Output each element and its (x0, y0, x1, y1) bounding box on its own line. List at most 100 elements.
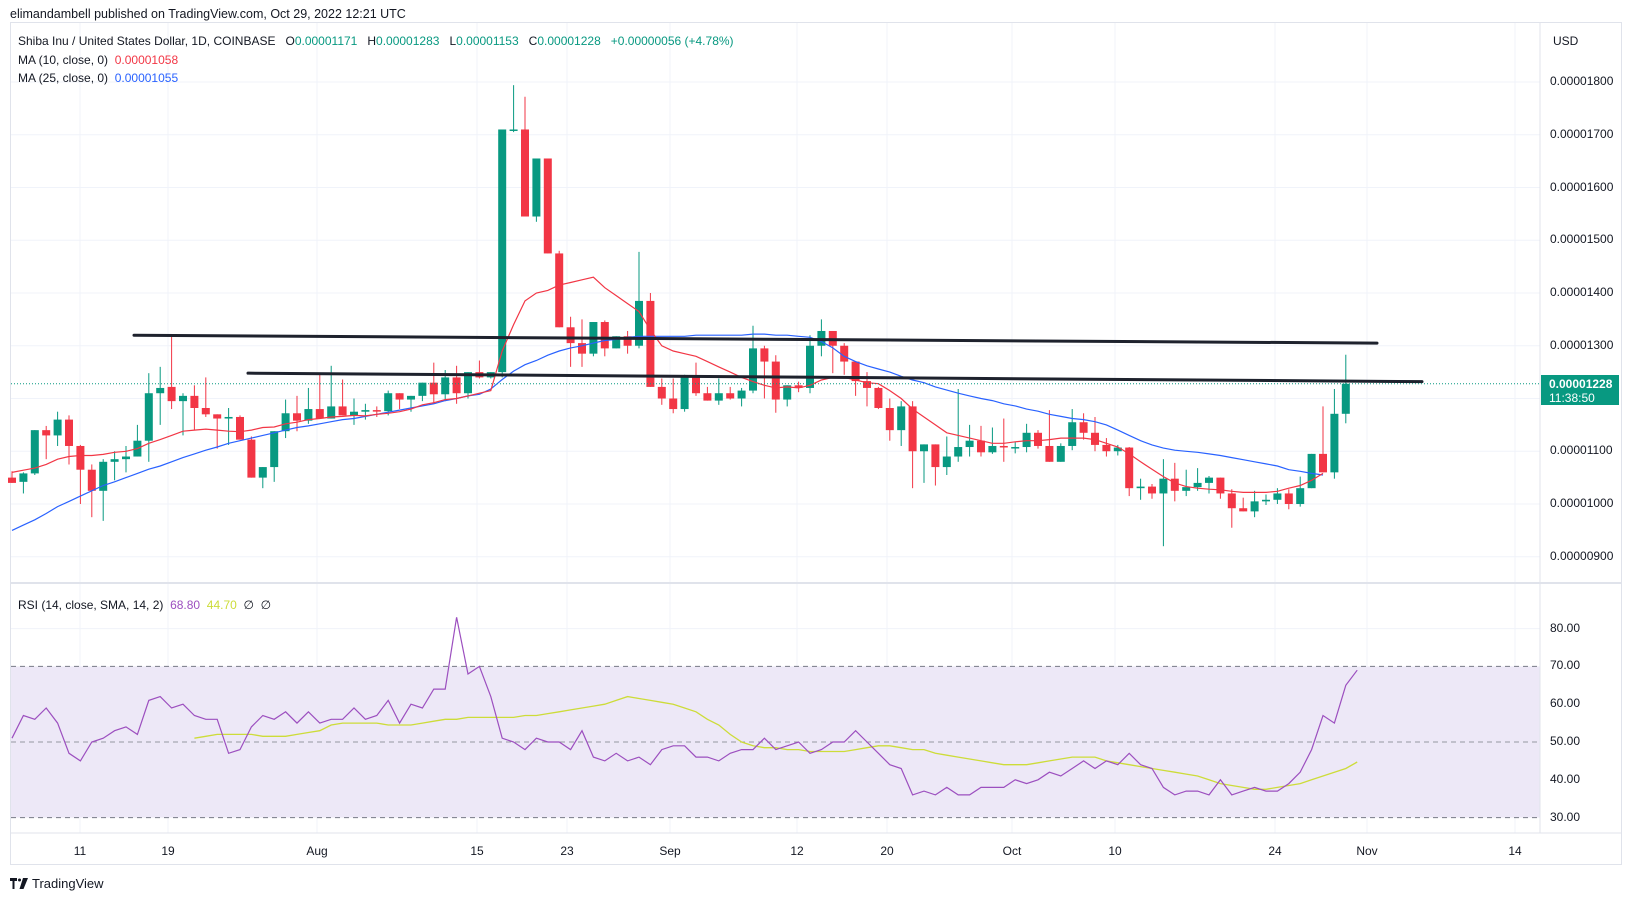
candle[interactable] (1022, 432, 1031, 448)
candle[interactable] (509, 129, 518, 131)
candle[interactable] (806, 345, 814, 388)
candle[interactable] (760, 348, 769, 362)
candle[interactable] (771, 361, 780, 400)
candle[interactable] (1284, 493, 1293, 504)
candle[interactable] (532, 158, 541, 217)
candle[interactable] (99, 461, 108, 491)
candle[interactable] (464, 372, 472, 394)
candle[interactable] (1068, 422, 1077, 446)
candle[interactable] (646, 300, 655, 387)
candle[interactable] (1273, 493, 1282, 500)
candle[interactable] (897, 406, 906, 431)
candle[interactable] (1193, 482, 1202, 488)
candle[interactable] (600, 322, 609, 349)
candle[interactable] (1136, 486, 1145, 489)
candle[interactable] (1113, 447, 1122, 452)
candle[interactable] (224, 416, 233, 419)
candle[interactable] (612, 336, 621, 349)
candle[interactable] (179, 395, 187, 402)
candle[interactable] (908, 406, 917, 452)
candle[interactable] (8, 477, 16, 483)
candle[interactable] (920, 444, 928, 452)
candle[interactable] (1148, 486, 1156, 494)
candle[interactable] (327, 406, 336, 419)
candle[interactable] (1091, 432, 1099, 445)
candle[interactable] (19, 473, 28, 482)
candle[interactable] (1102, 444, 1111, 452)
candle[interactable] (1319, 453, 1327, 473)
candle[interactable] (452, 377, 461, 394)
candle[interactable] (76, 445, 85, 470)
candle[interactable] (407, 395, 415, 400)
support-trendline[interactable] (246, 371, 1424, 384)
trendlines[interactable] (132, 333, 1424, 384)
candle[interactable] (555, 253, 564, 328)
candle[interactable] (1296, 488, 1305, 504)
candle[interactable] (566, 327, 575, 344)
rsi-legend[interactable]: RSI (14, close, SMA, 14, 2) 68.80 44.70 … (18, 598, 271, 612)
candle[interactable] (395, 393, 404, 400)
candle[interactable] (1159, 478, 1168, 494)
candle[interactable] (521, 129, 529, 217)
candle[interactable] (635, 300, 643, 346)
ma10-line[interactable] (11, 276, 1324, 493)
rsi-sma-line[interactable] (194, 695, 1358, 790)
candle[interactable] (281, 413, 290, 432)
candle[interactable] (258, 467, 267, 478)
candle[interactable] (498, 129, 507, 373)
candle[interactable] (65, 419, 73, 446)
candle[interactable] (851, 361, 860, 382)
candle[interactable] (361, 410, 370, 412)
candle[interactable] (988, 445, 997, 453)
candle[interactable] (863, 381, 871, 388)
candle[interactable] (110, 459, 119, 462)
candle[interactable] (1330, 413, 1339, 473)
candle[interactable] (1227, 493, 1236, 509)
candle[interactable] (1125, 447, 1134, 489)
candle[interactable] (304, 409, 313, 421)
candle[interactable] (954, 447, 963, 457)
candle[interactable] (669, 398, 678, 410)
candle[interactable] (30, 430, 39, 474)
candle[interactable] (977, 440, 985, 453)
candle[interactable] (840, 345, 849, 362)
candle[interactable] (338, 406, 347, 416)
candle[interactable] (350, 411, 358, 416)
candle[interactable] (429, 382, 438, 395)
candle[interactable] (1341, 383, 1350, 414)
candle[interactable] (1239, 508, 1248, 512)
candle[interactable] (794, 385, 803, 388)
candle[interactable] (1307, 453, 1316, 489)
candle[interactable] (965, 440, 974, 448)
candle[interactable] (315, 409, 324, 419)
candle[interactable] (703, 393, 712, 401)
candle[interactable] (737, 390, 746, 399)
candle[interactable] (726, 393, 735, 399)
candle[interactable] (578, 343, 586, 354)
candle[interactable] (1250, 501, 1259, 512)
candle[interactable] (372, 410, 381, 412)
candle[interactable] (418, 382, 427, 396)
candle[interactable] (384, 393, 393, 412)
candle[interactable] (942, 456, 951, 468)
candle[interactable] (931, 444, 940, 468)
candle[interactable] (680, 377, 689, 410)
candle[interactable] (1262, 499, 1270, 502)
candle[interactable] (999, 445, 1008, 448)
candle[interactable] (167, 386, 176, 402)
candle[interactable] (270, 431, 279, 468)
candle[interactable] (623, 336, 632, 346)
candle[interactable] (236, 416, 244, 440)
candle[interactable] (1011, 447, 1020, 449)
candle[interactable] (190, 395, 199, 408)
candle[interactable] (1034, 432, 1042, 446)
candle[interactable] (885, 407, 894, 431)
ma25-legend[interactable]: MA (25, close, 0) 0.00001055 (18, 71, 178, 85)
candle[interactable] (122, 456, 130, 460)
candle[interactable] (201, 407, 210, 415)
candle[interactable] (692, 377, 700, 394)
candle[interactable] (156, 387, 165, 394)
candle[interactable] (42, 430, 51, 436)
resistance-trendline[interactable] (132, 333, 1379, 345)
